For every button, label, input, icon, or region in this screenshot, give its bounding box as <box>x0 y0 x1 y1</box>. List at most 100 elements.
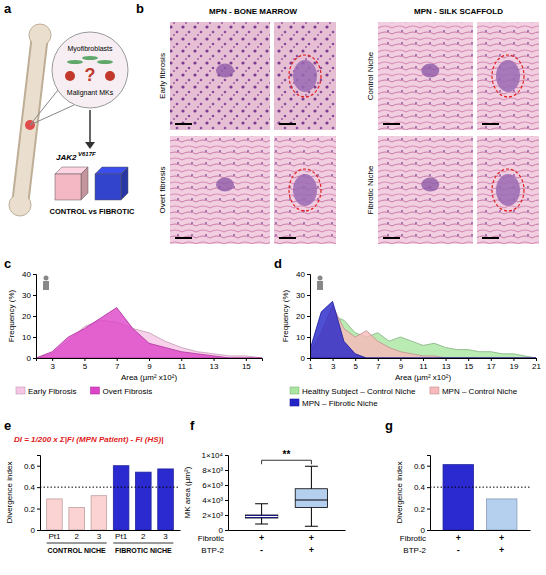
x-axis-tick-label: 9 <box>399 362 404 371</box>
bar <box>487 499 517 530</box>
y-axis-line <box>225 456 229 531</box>
median <box>295 499 327 500</box>
histology-image <box>170 22 270 130</box>
arrow-head <box>85 142 95 149</box>
x-axis-tick: 3 <box>50 358 55 371</box>
y-axis-tick: 0.2 <box>24 505 40 514</box>
x-axis-tick-label: 7 <box>115 362 120 371</box>
legend-label: MPN – Fibrotic Niche <box>302 399 378 408</box>
comparison-label: CONTROL vs FIBROTIC <box>50 207 135 216</box>
gene-label: JAK2 <box>56 153 77 162</box>
panel-g: g00.20.40.6Fibrotic++BTP-2-+Divergence i… <box>385 418 531 555</box>
row-label: Fibrotic <box>400 534 426 543</box>
x-axis-tick-label: 9 <box>147 362 152 371</box>
y-axis-tick-mark <box>427 530 430 531</box>
group-title: MPN - BONE MARROW <box>209 7 297 16</box>
x-axis-tick-mark <box>491 358 492 361</box>
row-label: Overt fibrosis <box>158 166 167 213</box>
x-axis-title: Area (µm² x10²) <box>395 373 452 382</box>
zoom-line <box>30 90 58 125</box>
x-axis-tick-label: 3 <box>97 532 102 541</box>
y-axis-tick-mark <box>427 466 430 467</box>
x-axis-tick-label: 15 <box>242 362 251 371</box>
whisker-cap <box>255 524 268 525</box>
x-axis-tick: 13 <box>210 358 219 371</box>
x-axis-tick-label: 11 <box>419 362 428 371</box>
y-axis-tick: 0.6 <box>24 462 40 471</box>
niche <box>52 32 128 108</box>
x-axis-tick: Pt1 <box>48 530 61 541</box>
x-axis-line <box>431 530 531 531</box>
y-axis-tick-label: 0.6 <box>24 462 36 471</box>
condition-label: + <box>499 545 504 555</box>
x-axis-tick: 11 <box>178 358 187 371</box>
question-mark: ? <box>85 65 96 85</box>
y-axis-tick-mark <box>37 466 40 467</box>
x-axis-tick: 7 <box>115 358 120 371</box>
myofibroblast <box>97 60 113 64</box>
x-axis-tick-label: Pt1 <box>115 532 128 541</box>
x-axis-tick: 19 <box>509 358 518 371</box>
x-axis-line <box>41 530 181 531</box>
y-axis-tick-mark <box>33 316 36 317</box>
y-axis-tick: 20 <box>22 312 36 321</box>
y-axis-tick-label: 10 <box>22 333 31 342</box>
legend: Early FibrosisOvert Fibrosis <box>16 387 152 396</box>
y-axis-tick-label: 20 <box>22 312 31 321</box>
whisker <box>261 504 262 524</box>
scale-bar <box>279 123 296 125</box>
bar <box>443 465 473 530</box>
x-axis: Pt123Pt123 <box>41 530 181 541</box>
y-axis-tick-label: 8×10³ <box>202 466 223 475</box>
y-axis-line <box>427 456 431 531</box>
y-axis-tick-label: 0 <box>27 354 32 363</box>
x-axis-tick: 2 <box>141 530 146 541</box>
outline <box>289 169 321 211</box>
y-axis-tick: 0.4 <box>24 483 40 492</box>
bar <box>113 466 129 530</box>
y-axis-tick: 4×10³ <box>202 496 228 505</box>
y-axis-tick: 0 <box>301 354 310 363</box>
x-axis-tick-mark <box>333 358 334 361</box>
y-axis-tick: 20 <box>296 312 310 321</box>
megakaryocyte-zoom <box>496 174 520 206</box>
x-axis-tick-label: 3 <box>50 362 55 371</box>
cells-label: Myofibroblasts <box>67 45 113 53</box>
panel-letter: b <box>136 1 144 16</box>
histology-zoom <box>477 22 539 130</box>
y-axis-tick-label: 0.2 <box>414 505 426 514</box>
scale-bar <box>482 123 499 125</box>
legend-item: Healthy Subject – Control Niche <box>290 387 416 396</box>
megakaryocyte <box>421 64 439 78</box>
y-axis-tick-mark <box>225 500 228 501</box>
x-axis-tick-mark <box>246 358 247 361</box>
y-axis-tick-mark <box>225 530 228 531</box>
legend-swatch <box>290 387 299 394</box>
x-axis-tick: 5 <box>83 358 88 371</box>
y-axis: 010203040 <box>22 270 36 363</box>
condition-label: + <box>499 533 504 543</box>
y-axis-title: Frequency (%) <box>281 289 290 342</box>
legend: Healthy Subject – Control NicheMPN – Con… <box>290 387 518 408</box>
megakaryocyte <box>65 71 75 81</box>
x-axis-tick-mark <box>84 358 85 361</box>
panel-c: c3579111315010203040Area (µm² x10²)Frequ… <box>4 256 263 396</box>
x-axis-tick-label: 19 <box>509 362 518 371</box>
y-axis-tick-mark <box>33 295 36 296</box>
reference-line <box>430 487 530 488</box>
y-axis-tick-label: 2×10³ <box>202 511 223 520</box>
y-axis-tick: 0 <box>31 526 40 535</box>
reference-line <box>40 487 180 488</box>
x-axis-line <box>37 359 263 362</box>
x-axis-tick-mark <box>181 358 182 361</box>
y-axis-tick: 40 <box>22 270 36 279</box>
x-axis-tick-mark <box>117 358 118 361</box>
x-axis-tick: 1 <box>308 358 313 371</box>
x-axis-tick-label: 13 <box>442 362 451 371</box>
whisker-cap <box>255 503 268 504</box>
panel-a: aMyofibroblasts?Malignant MKsJAK2V617FCO… <box>4 1 135 216</box>
row-label: BTP-2 <box>201 546 224 555</box>
y-axis-tick: 0.4 <box>414 483 430 492</box>
x-axis: 13579111315171921 <box>308 358 541 371</box>
y-axis-tick-mark <box>307 274 310 275</box>
